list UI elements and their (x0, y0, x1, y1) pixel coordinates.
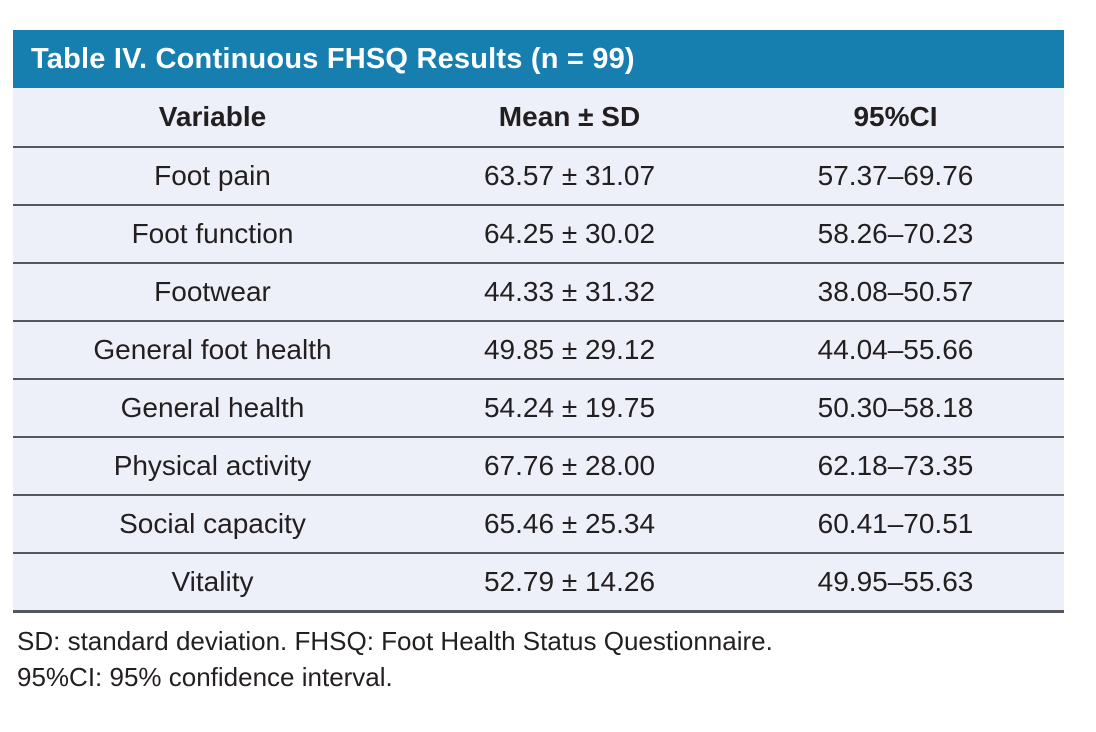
cell-mean-sd: 52.79 ± 14.26 (483, 566, 656, 597)
cell-mean-sd: 67.76 ± 28.00 (483, 450, 656, 481)
table-title: Table IV. Continuous FHSQ Results (n = 9… (31, 42, 635, 75)
footnote-line-abbreviations: SD: standard deviation. FHSQ: Foot Healt… (17, 626, 773, 656)
cell-mean-sd: 65.46 ± 25.34 (483, 508, 656, 539)
cell-95ci: 38.08–50.57 (817, 276, 974, 307)
cell-variable: Footwear (154, 276, 271, 307)
table-row: Vitality 52.79 ± 14.26 49.95–55.63 (13, 552, 1064, 610)
cell-95ci: 44.04–55.66 (817, 334, 974, 365)
footnote-line-ci: 95%CI: 95% confidence interval. (17, 662, 393, 692)
cell-mean-sd: 63.57 ± 31.07 (483, 160, 656, 191)
cell-variable: Vitality (171, 566, 254, 597)
table-row: Physical activity 67.76 ± 28.00 62.18–73… (13, 436, 1064, 494)
cell-variable: General health (120, 392, 305, 423)
table-title-bar: Table IV. Continuous FHSQ Results (n = 9… (13, 30, 1064, 88)
fhsq-results-table: Table IV. Continuous FHSQ Results (n = 9… (13, 30, 1064, 695)
cell-95ci: 49.95–55.63 (817, 566, 974, 597)
table-row: General foot health 49.85 ± 29.12 44.04–… (13, 320, 1064, 378)
cell-variable: Physical activity (113, 450, 312, 481)
cell-95ci: 62.18–73.35 (817, 450, 974, 481)
table-row: Social capacity 65.46 ± 25.34 60.41–70.5… (13, 494, 1064, 552)
cell-variable: General foot health (93, 334, 332, 365)
table-row: General health 54.24 ± 19.75 50.30–58.18 (13, 378, 1064, 436)
cell-95ci: 50.30–58.18 (817, 392, 974, 423)
table-row: Foot function 64.25 ± 30.02 58.26–70.23 (13, 204, 1064, 262)
table-row: Footwear 44.33 ± 31.32 38.08–50.57 (13, 262, 1064, 320)
cell-95ci: 58.26–70.23 (817, 218, 974, 249)
column-header-95ci: 95%CI (853, 101, 938, 132)
cell-variable: Foot pain (154, 160, 271, 191)
cell-mean-sd: 64.25 ± 30.02 (483, 218, 656, 249)
cell-mean-sd: 44.33 ± 31.32 (483, 276, 656, 307)
column-header-mean-sd: Mean ± SD (498, 101, 641, 132)
cell-95ci: 57.37–69.76 (817, 160, 974, 191)
cell-mean-sd: 49.85 ± 29.12 (483, 334, 656, 365)
table-header-row: Variable Mean ± SD 95%CI (13, 88, 1064, 146)
cell-95ci: 60.41–70.51 (817, 508, 974, 539)
cell-mean-sd: 54.24 ± 19.75 (483, 392, 656, 423)
table-row: Foot pain 63.57 ± 31.07 57.37–69.76 (13, 146, 1064, 204)
table-footnotes: SD: standard deviation. FHSQ: Foot Healt… (13, 613, 1064, 695)
table-body: Foot pain 63.57 ± 31.07 57.37–69.76 Foot… (13, 146, 1064, 613)
column-header-variable: Variable (158, 101, 267, 132)
cell-variable: Foot function (131, 218, 294, 249)
cell-variable: Social capacity (119, 508, 306, 539)
